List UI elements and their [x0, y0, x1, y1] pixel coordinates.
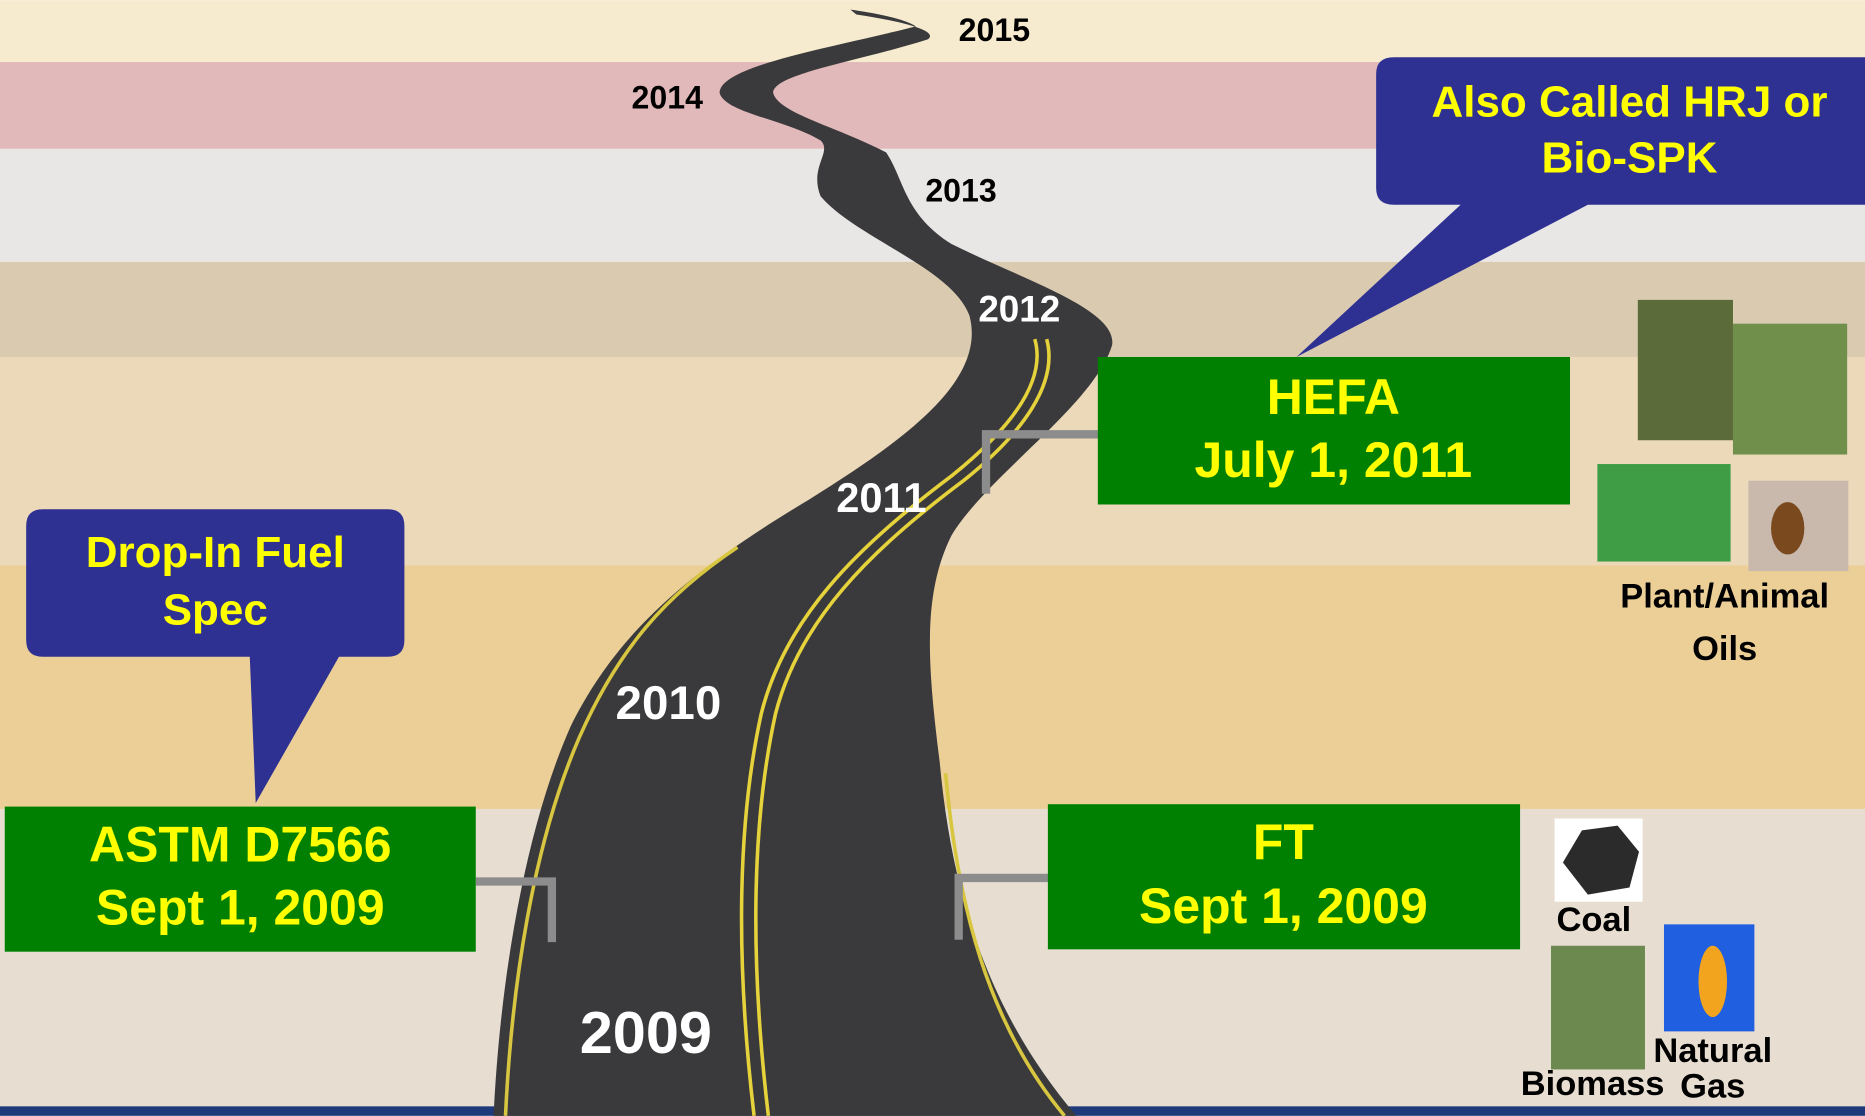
milestone-text: ASTM D7566	[89, 816, 392, 872]
milestone-text: Sept 1, 2009	[96, 879, 385, 935]
year-label: 2014	[632, 80, 704, 116]
band	[0, 262, 1865, 357]
photo-seed	[1771, 502, 1804, 554]
year-label: 2012	[978, 289, 1060, 330]
callout-text: Also Called HRJ or	[1431, 77, 1827, 126]
feedstock-label: Oils	[1692, 630, 1757, 668]
feedstock-label: Coal	[1556, 901, 1631, 939]
feedstock-label: Natural	[1653, 1032, 1772, 1070]
photo-palm	[1638, 300, 1733, 440]
year-label: 2010	[616, 677, 722, 730]
roadmap-diagram: 2015 2014 2013 2012 2011 2010 2009 Drop-…	[0, 0, 1865, 1116]
callout-text: Bio-SPK	[1541, 133, 1717, 182]
year-label: 2011	[836, 474, 926, 521]
feedstock-label: Biomass	[1521, 1065, 1665, 1103]
callout-text: Spec	[163, 585, 268, 634]
photo-plant	[1733, 324, 1847, 455]
feedstock-label: Gas	[1680, 1068, 1745, 1106]
feedstock-label: Plant/Animal	[1620, 578, 1829, 616]
callout-text: Drop-In Fuel	[86, 528, 345, 577]
milestone-text: HEFA	[1267, 369, 1400, 425]
band	[0, 0, 1865, 62]
year-label: 2013	[925, 172, 996, 208]
year-label: 2015	[959, 12, 1030, 48]
milestone-text: July 1, 2011	[1195, 432, 1473, 488]
milestone-text: FT	[1253, 814, 1314, 870]
photo-gas	[1698, 946, 1727, 1017]
year-label: 2009	[580, 999, 712, 1066]
photo-algae	[1597, 464, 1730, 562]
milestone-text: Sept 1, 2009	[1139, 878, 1428, 934]
photo-biomass	[1551, 946, 1645, 1070]
